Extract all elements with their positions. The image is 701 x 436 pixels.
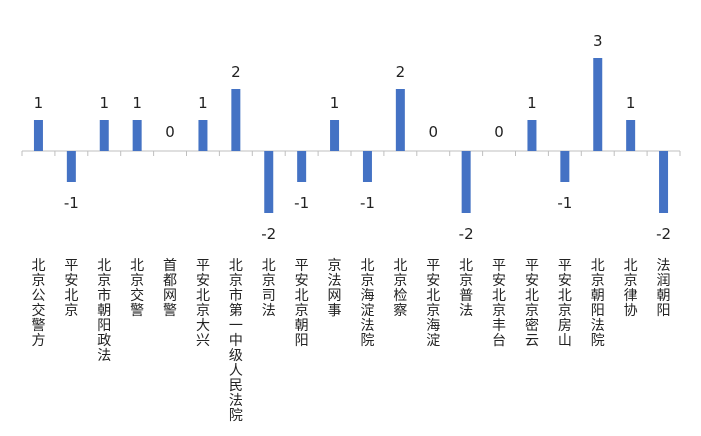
data-label: 1	[527, 94, 537, 112]
data-label: 0	[494, 123, 504, 141]
category-label: 平安北京海淀	[426, 258, 440, 349]
category-label: 平安北京房山	[558, 258, 572, 349]
data-label: -2	[656, 225, 671, 243]
bar	[198, 120, 208, 151]
category-label: 北京司法	[262, 258, 276, 319]
data-label: -1	[360, 194, 375, 212]
category-label: 法润朝阳	[657, 258, 671, 319]
data-label: -2	[261, 225, 276, 243]
bars	[33, 58, 669, 213]
category-labels: 北京公交警方 平安北京 北京市朝阳政法 北京交警 首都网警 平安北京大兴 北京市第一中级人民…	[31, 258, 670, 424]
data-label: 1	[132, 94, 142, 112]
category-label: 平安北京密云	[525, 258, 539, 349]
data-label: 1	[34, 94, 44, 112]
category-label: 平安北京大兴	[196, 258, 210, 349]
bar	[231, 89, 241, 151]
bar	[330, 120, 340, 151]
data-label: -2	[459, 225, 474, 243]
category-label: 北京公交警方	[31, 258, 45, 349]
data-label: -1	[64, 194, 79, 212]
bar	[132, 120, 142, 151]
bar	[264, 151, 274, 213]
data-label: 0	[165, 123, 175, 141]
category-label: 平安北京	[64, 258, 78, 319]
bar	[527, 120, 537, 151]
category-label: 北京市朝阳政法	[97, 258, 111, 364]
bar	[33, 120, 43, 151]
data-label: -1	[557, 194, 572, 212]
data-label: 2	[396, 63, 406, 81]
value-labels: 1 -1 1 1 0 1 2 -2 -1 1 -1 2 0 -2 0 1 -1 3 1 -2	[34, 32, 671, 243]
bar	[395, 89, 405, 151]
category-label: 北京市第一中级人民法院	[229, 258, 243, 424]
bar	[560, 151, 570, 182]
bar	[461, 151, 471, 213]
data-label: 2	[231, 63, 241, 81]
category-label: 首都网警	[163, 258, 177, 319]
category-label: 北京检察	[393, 258, 407, 319]
category-label: 北京朝阳法院	[591, 258, 605, 349]
data-label: 1	[198, 94, 208, 112]
category-label: 北京普法	[459, 258, 473, 319]
data-label: -1	[294, 194, 309, 212]
data-label: 1	[99, 94, 109, 112]
bar	[659, 151, 669, 213]
category-label: 北京交警	[130, 258, 144, 319]
bar	[362, 151, 372, 182]
category-label: 平安北京丰台	[492, 258, 506, 349]
category-label: 北京海淀法院	[360, 258, 374, 349]
bar	[593, 58, 603, 151]
data-label: 1	[330, 94, 340, 112]
data-label: 0	[428, 123, 438, 141]
bar	[626, 120, 636, 151]
bar	[297, 151, 307, 182]
category-label: 京法网事	[328, 258, 342, 319]
axis-ticks	[21, 151, 681, 156]
bar	[66, 151, 76, 182]
category-label: 平安北京朝阳	[295, 258, 309, 349]
bar	[99, 120, 109, 151]
data-label: 1	[626, 94, 636, 112]
data-label: 3	[593, 32, 603, 50]
category-label: 北京律协	[624, 258, 638, 319]
